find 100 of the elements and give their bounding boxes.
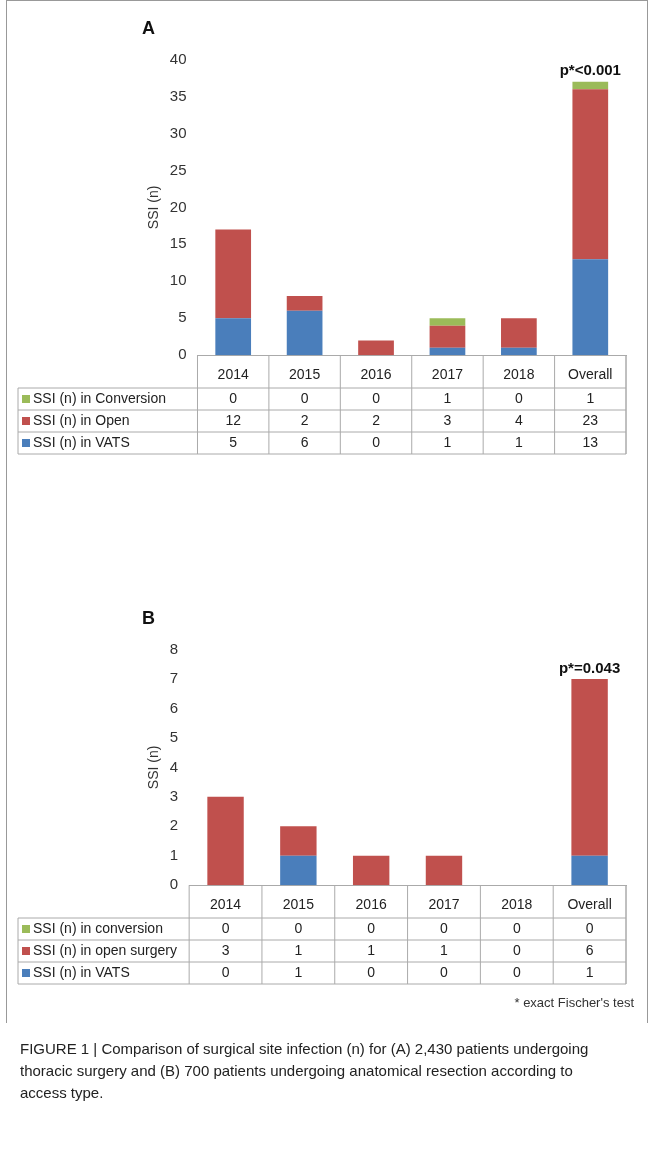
bar [280, 826, 317, 856]
x-tick-label: Overall [568, 366, 613, 383]
y-tick-label: 8 [169, 639, 179, 657]
y-tick-label: 10 [169, 271, 187, 289]
bar [280, 855, 317, 886]
data-label: 1 [443, 433, 452, 450]
y-tick-label: 30 [169, 123, 187, 141]
annotation: p*<0.001 [559, 61, 621, 79]
text: * exact Fischer's test [514, 995, 634, 1010]
legend-label: SSI (n) in conversion [33, 919, 163, 936]
data-label: 0 [440, 919, 449, 936]
x-tick-label: 2017 [431, 366, 464, 383]
data-label: 1 [586, 389, 595, 406]
y-tick-label: 15 [169, 234, 187, 252]
y-tick-label: 40 [169, 49, 187, 67]
x-tick-label: 2014 [209, 896, 242, 913]
data-label: 1 [514, 433, 523, 450]
x-tick-label: 2018 [503, 366, 535, 383]
data-label: 3 [443, 411, 452, 428]
data-label: 13 [582, 433, 599, 450]
x-tick-label: 2017 [428, 896, 460, 913]
data-label: 6 [300, 433, 309, 450]
chart-title: B [142, 607, 155, 628]
y-tick-label: 25 [169, 160, 187, 178]
bar [286, 310, 323, 356]
annotation: p*=0.043 [558, 658, 621, 676]
bar [572, 259, 609, 356]
data-label: 0 [367, 919, 376, 936]
bar [358, 340, 394, 356]
y-tick-label: 0 [178, 345, 187, 363]
data-label: 23 [582, 411, 599, 428]
legend-label: SSI (n) in Open [33, 411, 130, 428]
legend-label: SSI (n) in VATS [33, 963, 130, 980]
data-label: 0 [221, 919, 230, 936]
x-tick-label: 2016 [360, 366, 392, 383]
data-label: 0 [372, 389, 381, 406]
data-label: 6 [585, 941, 594, 958]
x-tick-label: 2015 [289, 366, 321, 383]
data-label: 1 [294, 963, 303, 980]
bar [429, 325, 466, 348]
data-label: 1 [443, 389, 452, 406]
legend-label: SSI (n) in Conversion [33, 389, 167, 406]
y-tick-label: 0 [169, 875, 179, 893]
data-label: 0 [512, 919, 521, 936]
y-tick-label: 4 [169, 757, 179, 775]
x-tick-label: 2018 [501, 896, 533, 913]
bar [352, 855, 390, 886]
caption: FIGURE 1 | Comparison of surgical site infection (n) for (A) 2,430 patients undergoing thoracic surgery and (B) 700 patients undergoing anatomical resection according to access type. [20, 1039, 590, 1103]
data-label: 1 [294, 941, 303, 958]
y-tick-label: 20 [169, 197, 187, 215]
data-label: 12 [225, 411, 242, 428]
x-tick-label: Overall [567, 896, 612, 913]
data-label: 2 [372, 411, 381, 428]
bar [571, 855, 608, 886]
bar [425, 855, 463, 886]
bar [571, 679, 608, 856]
bar [501, 347, 537, 356]
data-label: 0 [229, 389, 238, 406]
y-axis-title: SSI (n) [145, 185, 162, 230]
bar [215, 229, 252, 319]
y-tick-label: 3 [169, 786, 179, 804]
bar [501, 318, 537, 348]
y-tick-label: 7 [169, 669, 179, 687]
y-tick-label: 2 [169, 816, 179, 834]
data-label: 0 [440, 963, 449, 980]
bar [215, 318, 252, 356]
bar [572, 81, 609, 90]
data-label: 3 [221, 941, 230, 958]
bar [429, 347, 466, 356]
bar [429, 318, 466, 326]
bar [207, 796, 244, 886]
data-label: 0 [367, 963, 376, 980]
data-label: 0 [512, 941, 521, 958]
y-tick-label: 5 [178, 308, 187, 326]
data-label: 0 [514, 389, 523, 406]
bar [286, 296, 323, 311]
bar [572, 89, 609, 260]
x-tick-label: 2016 [355, 896, 387, 913]
y-tick-label: 1 [169, 845, 179, 863]
legend-label: SSI (n) in open surgery [33, 941, 177, 958]
data-label: 4 [514, 411, 523, 428]
x-tick-label: 2014 [217, 366, 249, 383]
data-label: 0 [585, 919, 594, 936]
data-label: 0 [221, 963, 230, 980]
data-label: 1 [367, 941, 376, 958]
x-tick-label: 2015 [282, 896, 315, 913]
y-tick-label: 5 [169, 728, 179, 746]
data-label: 0 [372, 433, 381, 450]
legend-label: SSI (n) in VATS [33, 433, 130, 450]
data-label: 0 [300, 389, 309, 406]
data-label: 1 [440, 941, 449, 958]
data-label: 0 [294, 919, 303, 936]
y-axis-title: SSI (n) [145, 745, 162, 790]
y-tick-label: 35 [169, 86, 187, 104]
data-label: 2 [300, 411, 309, 428]
y-tick-label: 6 [169, 698, 179, 716]
data-label: 5 [229, 433, 238, 450]
data-label: 0 [512, 963, 521, 980]
data-label: 1 [585, 963, 594, 980]
chart-title: A [142, 17, 155, 38]
